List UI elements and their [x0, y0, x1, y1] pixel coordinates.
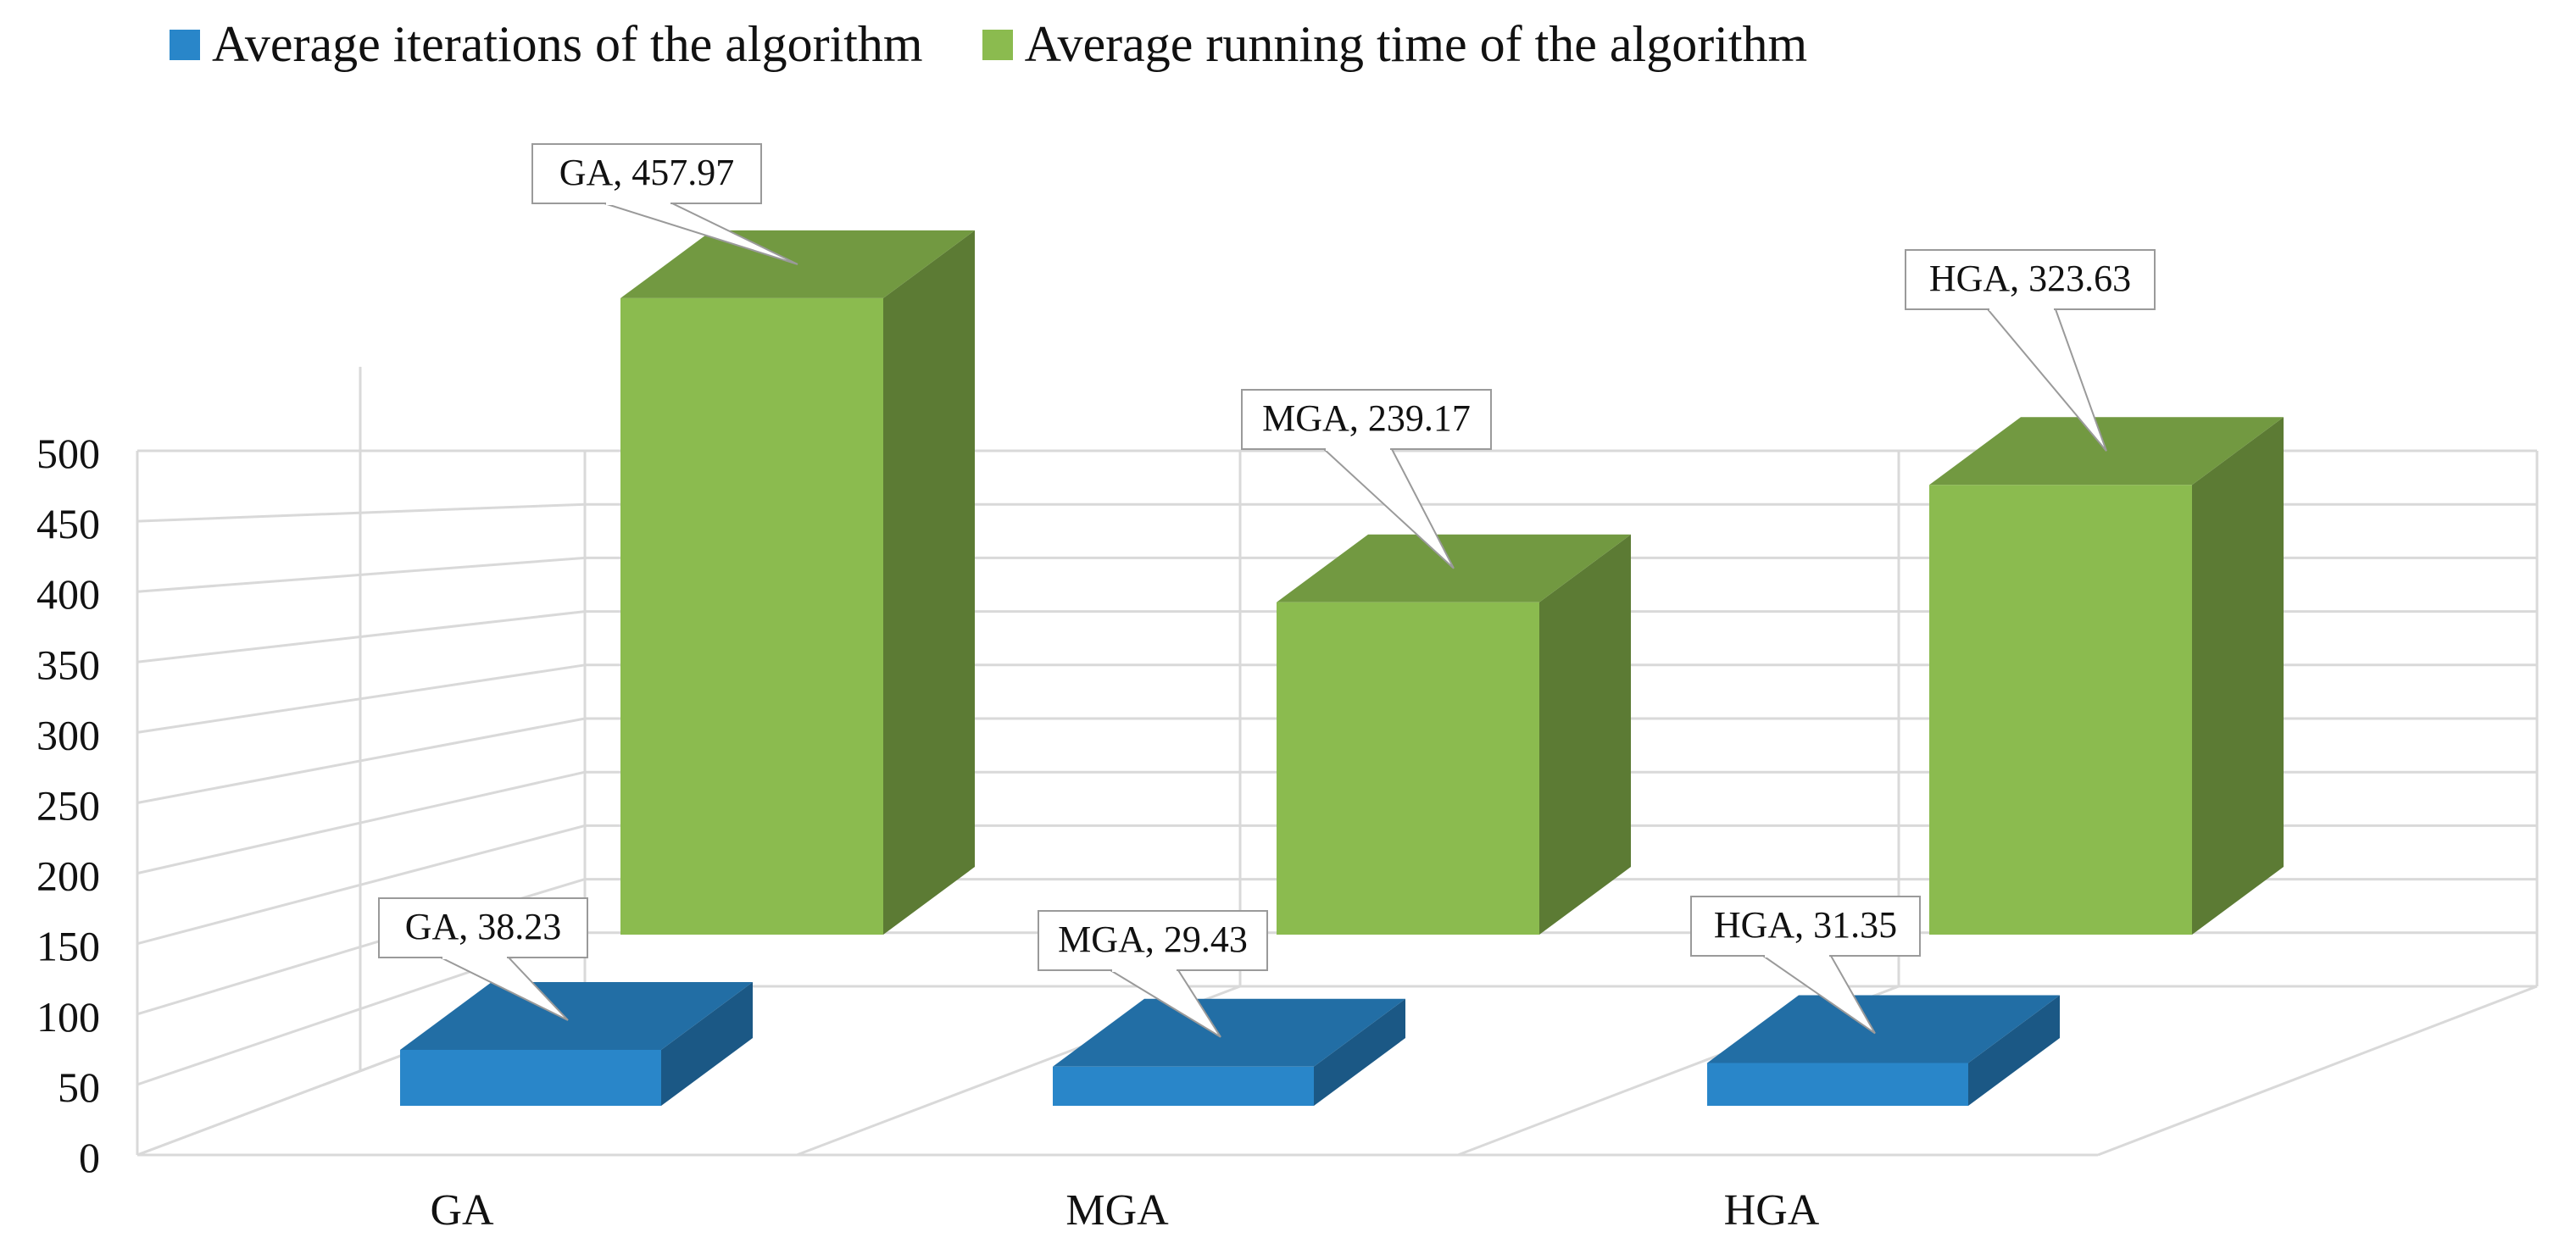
iterations-bar-front	[1053, 1066, 1314, 1106]
y-tick-label: 150	[36, 923, 100, 970]
running-time-data-label-box	[1905, 249, 2156, 310]
y-tick-label: 300	[36, 711, 100, 758]
legend-item-running-time: Average running time of the algorithm	[982, 15, 1808, 74]
legend: Average iterations of the algorithm Aver…	[170, 15, 1867, 74]
y-tick-label: 450	[36, 500, 100, 547]
y-tick-label: 350	[36, 641, 100, 688]
iterations-data-label-box	[1690, 896, 1921, 957]
running-time-bar-side	[2192, 417, 2284, 935]
legend-swatch-iterations	[170, 29, 200, 60]
running-time-bar-front	[620, 297, 883, 935]
y-tick-label: 250	[36, 782, 100, 830]
y-tick-label: 500	[36, 430, 100, 477]
legend-label-iterations: Average iterations of the algorithm	[212, 16, 923, 72]
iterations-bar-side	[661, 981, 753, 1106]
iterations-data-label-box	[1038, 910, 1268, 971]
y-tick-label: 400	[36, 570, 100, 618]
iterations-data-label-text: MGA, 29.43	[1058, 919, 1248, 960]
running-time-data-label-text: MGA, 239.17	[1262, 397, 1471, 439]
iterations-data-label-text: HGA, 31.35	[1714, 904, 1897, 946]
legend-item-iterations: Average iterations of the algorithm	[170, 15, 923, 74]
floor-grid-line	[2097, 985, 2538, 1157]
y-tick-label: 0	[79, 1134, 100, 1181]
iterations-bar-front	[1707, 1063, 1968, 1106]
x-tick-label: MGA	[1065, 1186, 1169, 1235]
x-tick-label: GA	[430, 1186, 494, 1235]
running-time-data-label-text: GA, 457.97	[559, 152, 735, 193]
legend-swatch-running-time	[982, 29, 1013, 60]
running-time-data-label-box	[1241, 389, 1492, 450]
running-time-bar-front	[1929, 485, 2192, 935]
running-time-bar-front	[1277, 602, 1539, 935]
legend-label-running-time: Average running time of the algorithm	[1024, 16, 1808, 72]
iterations-bar-side	[1314, 998, 1405, 1106]
iterations-bar-front	[400, 1049, 661, 1106]
running-time-data-label-text: HGA, 323.63	[1929, 258, 2131, 299]
y-tick-label: 100	[36, 993, 100, 1041]
running-time-bar-side	[883, 230, 975, 935]
running-time-data-label-box	[531, 143, 762, 204]
iterations-bar-top	[1707, 995, 2060, 1063]
iterations-bar-side	[1968, 995, 2060, 1106]
iterations-bar-top	[1053, 998, 1405, 1067]
y-tick-label: 200	[36, 852, 100, 900]
running-time-bar-side	[1539, 534, 1631, 935]
iterations-bar-top	[400, 981, 753, 1050]
iterations-data-label-text: GA, 38.23	[405, 906, 562, 947]
x-tick-label: HGA	[1724, 1186, 1820, 1235]
iterations-data-label-box	[378, 897, 588, 958]
y-tick-label: 50	[58, 1063, 100, 1111]
